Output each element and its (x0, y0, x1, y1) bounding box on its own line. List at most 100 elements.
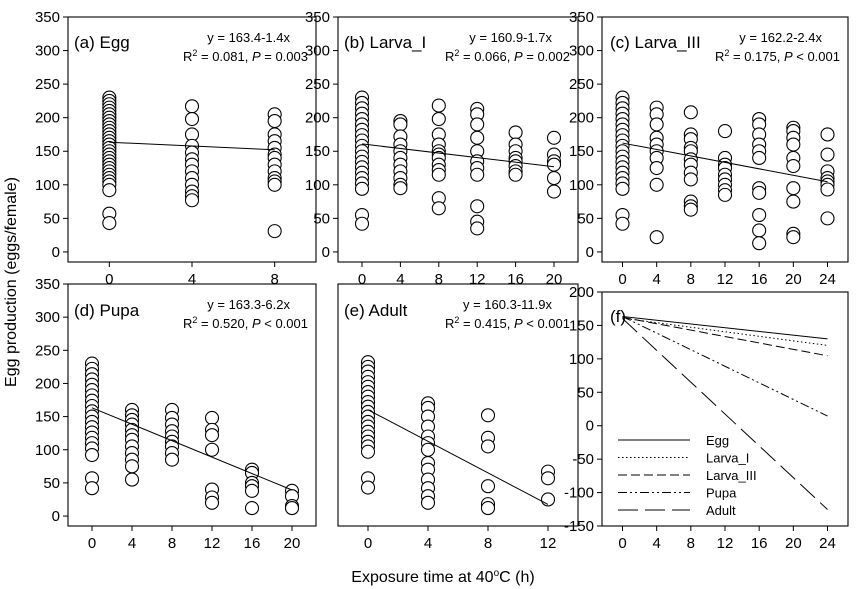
data-point (820, 182, 835, 197)
r-squared-stat: R2 = 0.415, P < 0.001 (445, 315, 570, 331)
regression-line (361, 143, 555, 168)
legend-label: Larva_I (706, 451, 749, 466)
x-tick-label: 0 (358, 271, 366, 288)
data-point (420, 495, 436, 510)
regression-equation: y = 160.9-1.7x (469, 30, 552, 45)
data-point (717, 124, 733, 139)
x-tick-label: 0 (105, 271, 113, 288)
data-point (649, 160, 664, 176)
y-tick-label: 50 (43, 475, 60, 492)
y-tick-label: 100 (35, 177, 60, 194)
chart-panel-3: 0 4 8 12 16 20 24 0 50 100 150 200 250 300 350 (c) Larv… (569, 9, 849, 288)
data-point (683, 105, 698, 120)
data-point (204, 442, 220, 457)
x-tick-label: 12 (204, 535, 221, 552)
data-point (683, 172, 698, 187)
y-tick-label: 150 (305, 143, 330, 160)
data-point (244, 483, 260, 498)
x-tick-label: 4 (128, 535, 136, 552)
x-tick-label: 20 (785, 271, 802, 288)
regression-line (91, 407, 293, 491)
legend-label: Larva_III (706, 468, 757, 483)
data-point (431, 167, 446, 182)
legend-label: Egg (706, 433, 729, 448)
x-tick-label: 8 (435, 271, 443, 288)
y-tick-label: 0 (586, 418, 594, 435)
data-point (184, 193, 200, 208)
data-point (752, 223, 767, 238)
x-tick-label: 0 (88, 535, 96, 552)
data-point (752, 236, 767, 251)
regression-equation: y = 160.3-11.9x (463, 297, 553, 312)
data-point (820, 147, 835, 162)
x-tick-label: 8 (484, 535, 492, 552)
data-point (546, 184, 562, 199)
data-point (124, 472, 140, 487)
y-tick-label: 50 (43, 210, 60, 227)
x-tick-label: 16 (244, 535, 261, 552)
x-tick-label: 12 (717, 271, 734, 288)
plot-frame (337, 16, 579, 263)
y-tick-label: 300 (305, 43, 330, 60)
data-point (204, 428, 220, 443)
y-tick-label: 250 (305, 76, 330, 93)
data-point (431, 98, 446, 113)
chart-panel-1: 0 4 8 0 50 100 150 200 250 300 350 (a) Egg y = 163.4… (35, 9, 317, 288)
data-point (204, 495, 220, 510)
data-point (508, 125, 523, 140)
data-point (470, 117, 485, 132)
y-tick-label: 200 (35, 375, 60, 392)
y-tick-label: 200 (35, 110, 60, 127)
data-point (267, 113, 282, 129)
x-tick-label: 4 (652, 535, 660, 552)
y-tick-label: 300 (35, 309, 60, 326)
data-point (360, 480, 376, 495)
data-point (420, 442, 436, 457)
y-tick-label: 250 (35, 342, 60, 359)
regression-line (622, 142, 828, 183)
y-tick-label: -50 (572, 451, 594, 468)
data-point (124, 459, 140, 474)
panel-title: (a) Egg (74, 33, 130, 52)
regression-equation: y = 163.3-6.2x (207, 297, 290, 312)
data-point (546, 171, 562, 186)
y-tick-label: 50 (577, 210, 594, 227)
y-tick-label: -150 (564, 518, 594, 535)
y-tick-label: 150 (35, 143, 60, 160)
y-tick-label: 350 (35, 276, 60, 293)
series-line-adult (622, 318, 828, 510)
x-tick-label: 8 (687, 535, 695, 552)
y-tick-label: 0 (52, 244, 60, 261)
y-tick-label: 350 (35, 9, 60, 26)
data-point (204, 410, 220, 425)
x-tick-label: 8 (270, 271, 278, 288)
x-tick-label: 24 (819, 535, 836, 552)
data-point (786, 194, 801, 209)
data-point (470, 167, 485, 182)
data-point (102, 216, 117, 231)
series-line-larva-iii (622, 316, 828, 357)
y-tick-label: 100 (569, 351, 594, 368)
x-tick-label: 12 (540, 535, 557, 552)
x-tick-label: 24 (819, 271, 836, 288)
data-point (431, 111, 446, 127)
data-point (820, 211, 835, 226)
data-point (786, 137, 801, 152)
data-point (267, 177, 282, 192)
data-point (354, 216, 370, 231)
data-point (470, 199, 485, 214)
data-point (470, 221, 485, 236)
y-tick-label: 0 (322, 244, 330, 261)
y-tick-label: -100 (564, 485, 594, 502)
data-point (786, 158, 801, 174)
y-tick-label: 350 (305, 9, 330, 26)
y-tick-label: 250 (35, 76, 60, 93)
y-axis-label: Egg production (eggs/female) (3, 177, 20, 387)
y-tick-label: 150 (35, 409, 60, 426)
x-tick-label: 8 (168, 535, 176, 552)
x-tick-label: 16 (751, 271, 768, 288)
series-line-larva-i (622, 317, 828, 346)
y-tick-label: 0 (52, 508, 60, 525)
y-tick-label: 150 (569, 317, 594, 334)
data-point (508, 167, 523, 182)
